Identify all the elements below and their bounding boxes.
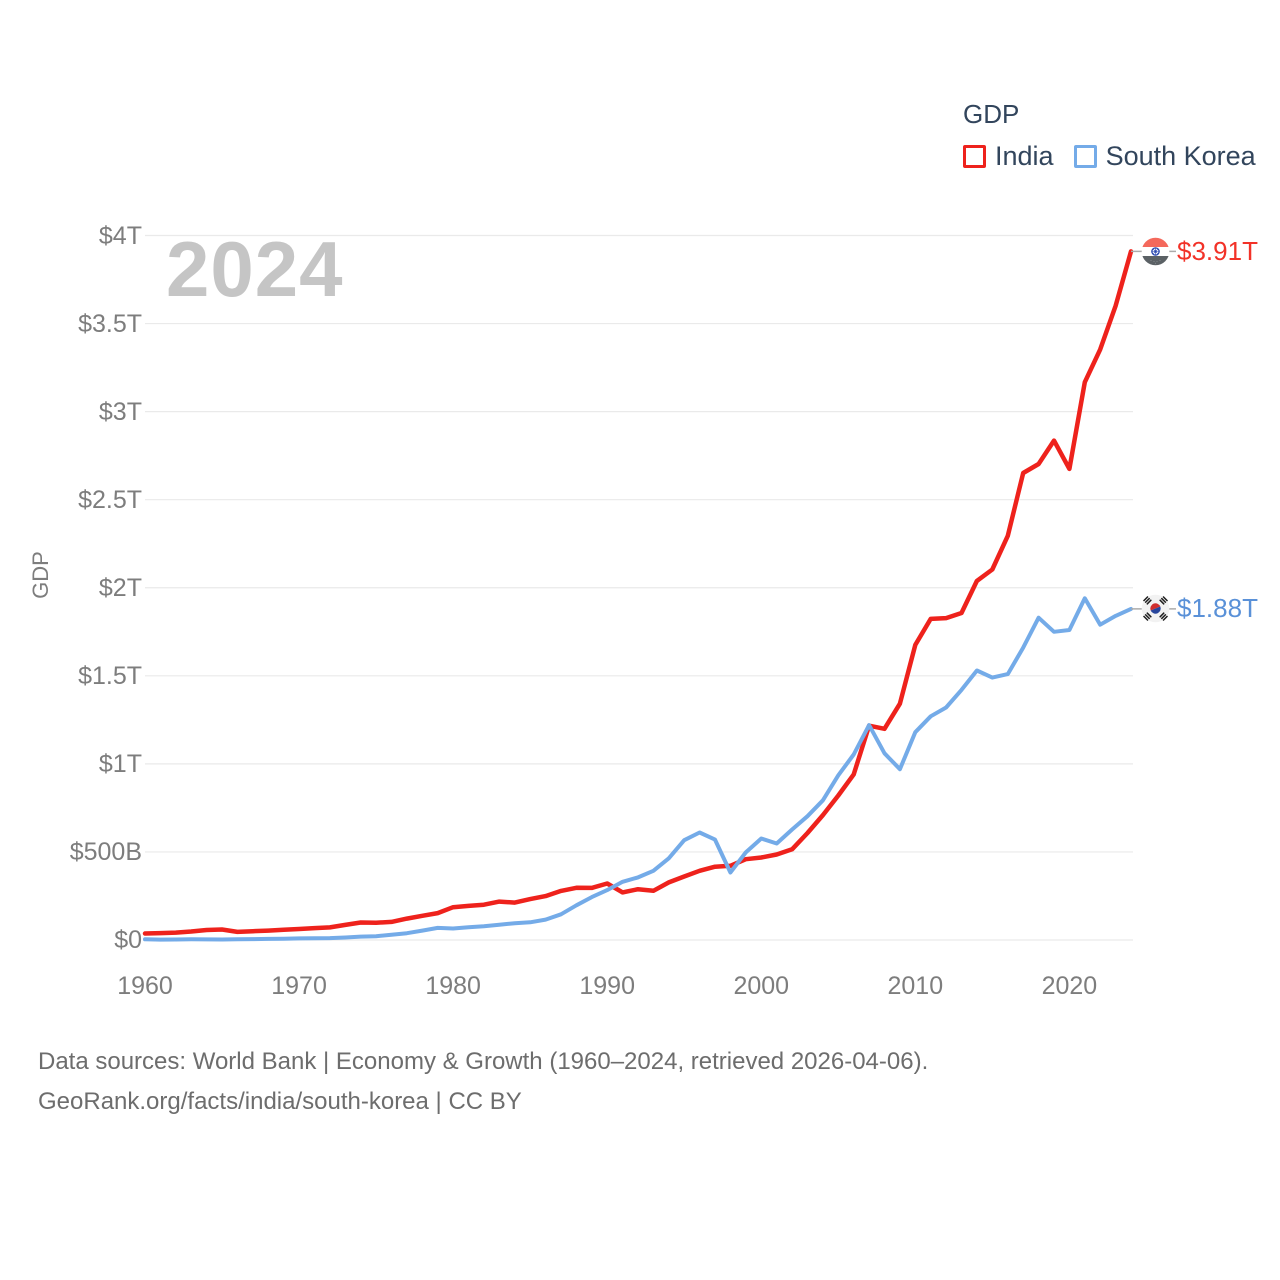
x-axis-tick-label: 1960 [117, 972, 173, 1000]
legend-item-india[interactable]: India [963, 141, 1054, 172]
india-end-value: $3.91T [1177, 235, 1258, 266]
legend-item-south-korea[interactable]: South Korea [1073, 141, 1256, 172]
x-axis-tick-label: 2010 [887, 972, 944, 1000]
y-axis-tick-label: $0 [114, 926, 142, 954]
legend-title: GDP [963, 99, 1020, 129]
south-korea-flag-icon [1141, 595, 1170, 623]
legend-items: India South Korea [963, 141, 1256, 172]
south-korea-end-label: $1.88T [1141, 593, 1258, 625]
y-axis-tick-label: $2T [98, 573, 142, 602]
india-end-label: $3.91T [1141, 235, 1258, 267]
y-axis-tick-label: $3.5T [78, 309, 142, 338]
x-axis-tick-label: 1970 [271, 972, 327, 1000]
legend-label-south-korea: South Korea [1105, 141, 1256, 171]
attribution-line: GeoRank.org/facts/india/south-korea | CC… [38, 1088, 522, 1115]
south-korea-end-value: $1.88T [1177, 593, 1258, 624]
leader-lines [1131, 250, 1176, 610]
x-axis-tick-label: 1990 [579, 972, 635, 1000]
series-lines [142, 249, 1134, 942]
south-korea-line [143, 596, 1133, 942]
x-axis-tick-label: 2000 [733, 972, 790, 1000]
y-axis-tick-label: $1T [98, 749, 142, 778]
india-flag-icon [1141, 237, 1170, 266]
south-korea-series-swatch [1073, 145, 1097, 168]
y-axis-tick-label: $2.5T [78, 485, 142, 514]
india-line [142, 249, 1134, 936]
y-axis-tick-label: $500B [69, 837, 142, 866]
y-axis-tick-label: $3T [98, 397, 142, 426]
legend: GDP India South Korea [963, 99, 1256, 172]
india-series-swatch [963, 145, 986, 168]
year-watermark: 2024 [166, 225, 344, 313]
footer: Data sources: World Bank | Economy & Gro… [38, 1042, 928, 1122]
data-sources-line: Data sources: World Bank | Economy & Gro… [38, 1048, 929, 1075]
legend-label-india: India [995, 141, 1054, 171]
gridlines [145, 234, 1133, 941]
y-axis-tick-label: $4T [98, 221, 142, 250]
x-axis-tick-label: 1980 [425, 972, 481, 1000]
y-axis-tick-label: $1.5T [78, 661, 142, 690]
x-axis-tick-label: 2020 [1041, 972, 1098, 1000]
